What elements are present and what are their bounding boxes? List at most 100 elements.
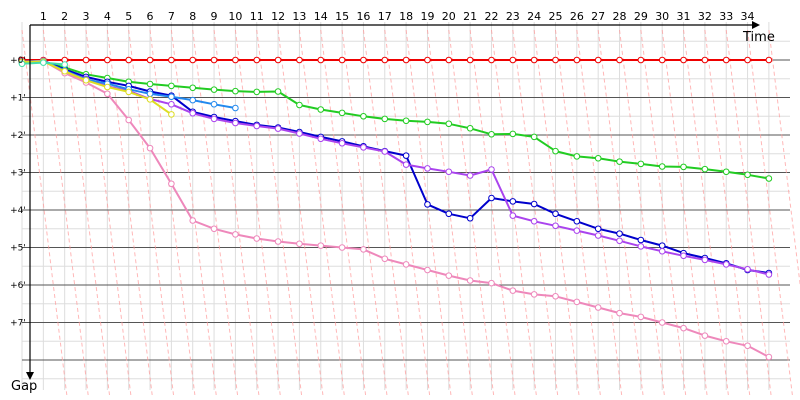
data-point <box>680 56 687 64</box>
lap-diagonal <box>576 29 623 396</box>
data-point <box>381 148 389 155</box>
lap-diagonal <box>448 29 495 396</box>
data-point <box>530 200 538 208</box>
data-point <box>573 227 581 234</box>
lap-diagonal <box>555 29 601 396</box>
data-point <box>317 135 325 143</box>
data-point <box>530 217 538 225</box>
data-point <box>104 56 111 64</box>
series-line <box>21 60 770 180</box>
data-point <box>125 88 132 96</box>
data-point <box>466 277 474 284</box>
lap-diagonal <box>362 29 409 396</box>
data-point <box>189 109 197 117</box>
lap-diagonal <box>277 29 324 396</box>
data-point <box>253 235 261 242</box>
data-point <box>616 237 623 245</box>
x-tick-label: 20 <box>442 10 456 23</box>
lap-diagonal <box>42 29 89 396</box>
data-point <box>296 101 303 109</box>
y-tick-label: +5' <box>10 244 26 254</box>
lap-diagonal <box>661 29 708 396</box>
lap-diagonal <box>619 29 665 396</box>
x-tick-label: 2 <box>61 10 68 23</box>
lap-diagonal <box>704 29 751 396</box>
data-point <box>616 230 623 237</box>
data-point <box>466 56 474 64</box>
data-point <box>573 217 581 225</box>
data-point <box>488 194 495 202</box>
data-point <box>189 217 197 224</box>
lap-diagonal <box>213 29 260 396</box>
data-point <box>637 236 645 244</box>
data-point <box>168 56 175 64</box>
x-tick-label: 1 <box>40 10 47 23</box>
data-point <box>232 119 239 127</box>
x-tick-label: 8 <box>189 10 196 23</box>
data-point <box>573 56 581 64</box>
data-point <box>552 222 559 230</box>
x-tick-label: 11 <box>250 10 264 23</box>
data-point <box>274 238 282 245</box>
data-point <box>424 201 431 208</box>
data-point <box>253 88 261 96</box>
lap-diagonal <box>469 29 516 396</box>
data-point <box>594 56 602 64</box>
data-point <box>210 100 218 108</box>
lap-diagonal <box>192 29 239 396</box>
data-point <box>338 139 346 147</box>
data-point <box>594 304 602 311</box>
data-point <box>125 116 132 124</box>
lap-diagonal <box>64 29 110 396</box>
x-tick-label: 5 <box>125 10 132 23</box>
data-point <box>210 56 218 64</box>
data-point <box>104 90 111 98</box>
data-point <box>381 255 389 263</box>
data-point <box>338 109 346 117</box>
data-point <box>637 243 645 250</box>
data-point <box>189 96 197 104</box>
data-point <box>552 292 559 300</box>
data-point <box>338 56 346 64</box>
data-point <box>680 163 687 171</box>
data-point <box>82 76 90 84</box>
data-point <box>701 56 709 64</box>
lap-diagonal <box>640 29 687 396</box>
y-tick-label: +2' <box>10 131 26 141</box>
lap-diagonal <box>85 29 132 396</box>
data-point <box>637 313 645 321</box>
data-point <box>232 87 239 95</box>
series-line <box>21 59 770 358</box>
lap-diagonal <box>768 29 800 288</box>
data-point <box>488 279 495 287</box>
data-point <box>402 161 410 168</box>
x-tick-label: 31 <box>677 10 691 23</box>
data-point <box>488 130 495 138</box>
y-tick-label: +6' <box>10 281 26 291</box>
lap-diagonal <box>320 29 367 396</box>
data-point <box>765 271 773 278</box>
lap-diagonal <box>149 29 196 396</box>
data-point <box>509 56 517 64</box>
data-point <box>701 256 709 264</box>
data-point <box>210 86 218 93</box>
data-point <box>104 83 111 91</box>
data-point <box>146 80 154 88</box>
data-point <box>424 266 431 274</box>
lap-diagonal <box>256 29 303 396</box>
data-point <box>296 130 303 137</box>
data-point <box>82 56 90 64</box>
x-tick-label: 25 <box>549 10 563 23</box>
data-point <box>40 59 47 66</box>
x-tick-label: 3 <box>83 10 90 23</box>
data-point <box>765 353 773 361</box>
data-point <box>680 324 687 332</box>
data-point <box>658 247 666 255</box>
data-point <box>253 122 261 130</box>
data-point <box>552 210 559 218</box>
data-point <box>594 232 602 239</box>
data-point <box>168 180 175 188</box>
data-point <box>317 106 325 113</box>
data-point <box>509 198 517 205</box>
data-point <box>296 56 303 64</box>
